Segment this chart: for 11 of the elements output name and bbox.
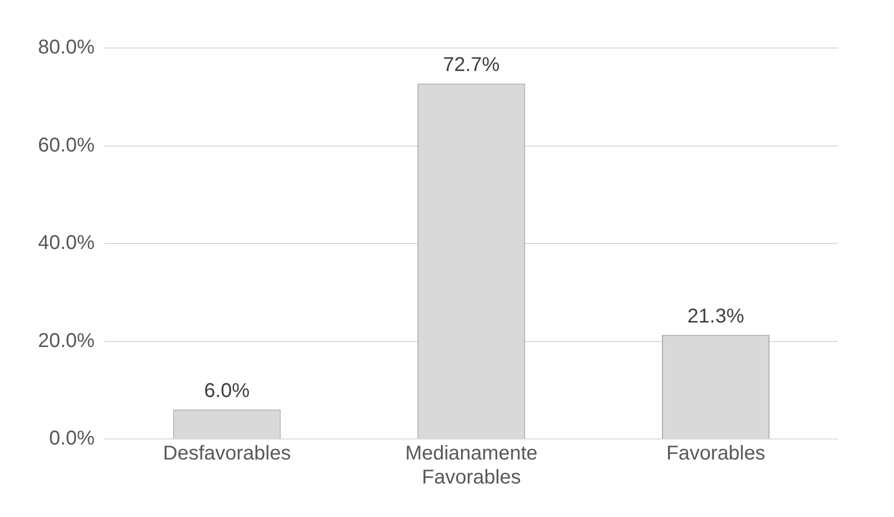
data-label: 72.7% [442,54,500,76]
y-tick-label: 40.0% [38,232,95,254]
y-tick-label: 0.0% [49,428,95,450]
data-label: 6.0% [204,380,250,402]
x-tick-label: Medianamente Favorables [405,442,538,489]
x-tick-label: Favorables [666,442,766,465]
data-label: 21.3% [687,305,744,328]
y-tick-label: 20.0% [38,330,95,352]
y-tick-label: 80.0% [38,36,95,59]
x-tick-label: Desfavorables [163,442,291,465]
y-tick-label: 60.0% [38,134,95,156]
